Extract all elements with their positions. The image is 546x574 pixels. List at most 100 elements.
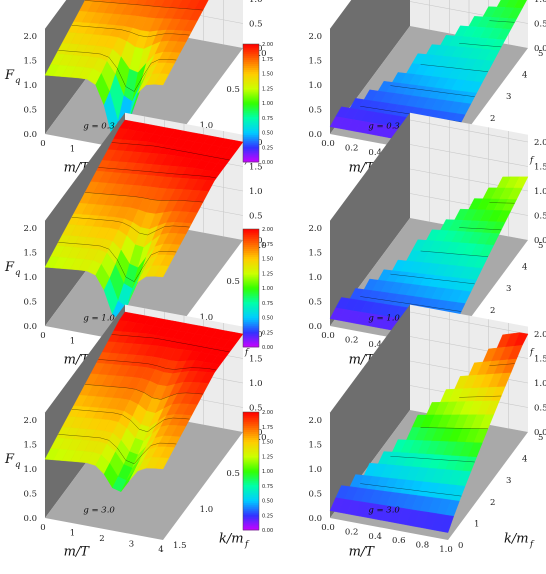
y-tick-label: 2 <box>490 114 495 124</box>
colorbar-band <box>243 455 259 458</box>
colorbar-band <box>243 272 259 275</box>
colorbar-band <box>243 315 259 318</box>
colorbar-band <box>243 449 259 452</box>
colorbar-band <box>243 522 259 525</box>
colorbar-tick-label: 1.00 <box>262 286 273 292</box>
colorbar-band <box>243 339 259 342</box>
colorbar-1: 0.00 0.25 0.50 0.75 1.00 1.25 1.50 1.75 2.00 <box>242 42 273 166</box>
left-wall <box>330 304 410 518</box>
contour-line <box>390 273 475 285</box>
x-tick-label: 0 <box>40 331 45 341</box>
z-right-tick-label: 1.0 <box>534 379 546 389</box>
colorbar-band <box>243 500 259 503</box>
left-wall <box>330 112 410 326</box>
colorbar-band <box>243 93 259 96</box>
colorbar-band <box>243 244 259 248</box>
y-tick-label: 1 <box>474 519 479 529</box>
y-tick-label: 4 <box>522 71 527 81</box>
z-tick-label: 0.5 <box>23 490 37 500</box>
colorbar-band <box>243 419 259 423</box>
colorbar-band <box>243 106 259 110</box>
contour-line <box>84 192 204 203</box>
colorbar-band <box>243 158 259 161</box>
colorbar-band <box>243 492 259 495</box>
y-axis-label: k/m <box>504 531 529 546</box>
z-tick-label: 0.0 <box>308 322 322 332</box>
panel-3: 0.00.51.01.52.00.00.51.01.52.0012341.51.… <box>4 112 267 368</box>
colorbar-tick-label: 1.75 <box>262 57 273 63</box>
colorbar-band <box>243 327 259 330</box>
colorbar-band <box>243 130 259 133</box>
z-tick-label: 1.0 <box>308 465 322 475</box>
contour-line <box>84 0 204 11</box>
colorbar-band <box>243 469 259 472</box>
colorbar-band <box>243 122 259 126</box>
colorbar-tick-label: 0.25 <box>262 145 273 151</box>
colorbar-band <box>243 289 259 293</box>
y-tick-label: 2 <box>490 306 495 316</box>
colorbar-tick-label: 1.75 <box>262 425 273 431</box>
colorbar-band <box>243 140 259 143</box>
colorbar-band <box>243 246 259 250</box>
g-value-label: g = 0.3 <box>83 122 115 132</box>
colorbar-band <box>243 488 259 492</box>
x-tick-label: 4 <box>158 545 163 555</box>
colorbar-tick-label: 2.00 <box>262 227 273 233</box>
colorbar-band <box>243 81 259 84</box>
z-right-tick-label: 1.0 <box>249 379 263 389</box>
x-tick-label: 0.2 <box>345 143 359 153</box>
colorbar-band <box>243 439 259 442</box>
contour-line <box>420 250 489 257</box>
z-right-tick-label: 0.0 <box>534 44 546 54</box>
colorbar-band <box>243 514 259 517</box>
left-wall <box>330 0 410 134</box>
colorbar-band <box>243 104 259 108</box>
x-tick-label: 0.0 <box>321 523 335 533</box>
colorbar-band <box>243 134 259 137</box>
colorbar-2: 0.00 0.25 0.50 0.75 1.00 1.25 1.50 1.75 2.00 <box>242 227 273 351</box>
colorbar-band <box>243 433 259 436</box>
z-tick-label: 0.5 <box>308 490 322 500</box>
colorbar-band <box>243 345 259 348</box>
surface <box>44 119 244 322</box>
z-tick-label: 0.5 <box>23 106 37 116</box>
colorbar-band <box>243 313 259 316</box>
y-tick-label: 1.0 <box>200 505 214 515</box>
colorbar-band <box>243 136 259 139</box>
y-tick-label: 5 <box>538 433 543 443</box>
colorbar-tick-label: 1.50 <box>262 440 273 446</box>
contour-line <box>489 202 515 204</box>
colorbar-band <box>243 299 259 303</box>
colorbar-band <box>243 451 259 454</box>
y-tick-label: 4 <box>522 263 527 273</box>
colorbar-frame <box>242 228 260 348</box>
z-right-tick-label: 0.5 <box>249 404 263 414</box>
z-tick-label: 1.5 <box>308 441 322 451</box>
x-tick-label: 3 <box>129 540 134 550</box>
z-tick-label: 2.0 <box>308 416 322 426</box>
z-tick-label: 1.0 <box>23 81 37 91</box>
colorbar-tick-label: 1.25 <box>262 271 273 277</box>
z-tick-label: 1.0 <box>23 465 37 475</box>
x-tick-label: 0 <box>40 139 45 149</box>
contour-line <box>459 43 502 48</box>
colorbar-band <box>243 329 259 332</box>
colorbar-band <box>243 77 259 80</box>
colorbar-band <box>243 482 259 486</box>
colorbar-band <box>243 305 259 309</box>
y-axis-label-sub: f <box>244 539 250 549</box>
colorbar-band <box>243 286 259 289</box>
colorbar-band <box>243 496 259 499</box>
surface <box>329 0 528 149</box>
colorbar-band <box>243 417 259 421</box>
x-tick-label: 0.4 <box>368 532 382 542</box>
x-tick-label: 0.2 <box>345 335 359 345</box>
surface-patch <box>154 73 170 86</box>
z-right-tick-label: 1.0 <box>249 187 263 197</box>
colorbar-band <box>243 490 259 494</box>
colorbar-band <box>243 118 259 122</box>
z-tick-label: 1.5 <box>308 249 322 259</box>
g-value-label: g = 1.0 <box>368 314 400 324</box>
g-value-label: g = 1.0 <box>83 314 115 324</box>
